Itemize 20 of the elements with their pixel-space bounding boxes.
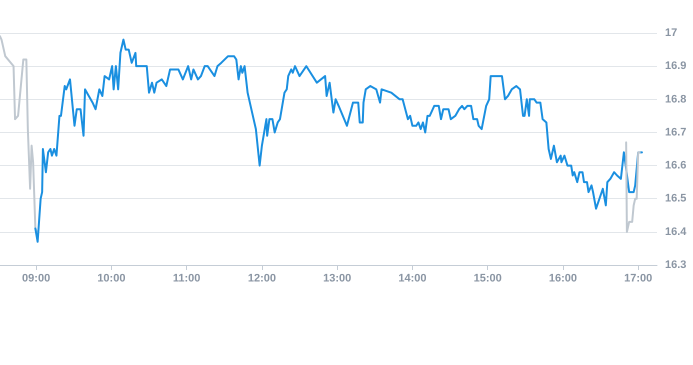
line-series <box>34 38 643 243</box>
x-tick-label: 17:00 <box>624 272 652 284</box>
y-tick-label: 16.3 <box>665 259 686 271</box>
y-tick-label: 16.8 <box>665 93 686 106</box>
x-tick-label: 11:00 <box>172 272 200 284</box>
y-tick-label: 16.9 <box>665 60 686 72</box>
x-tick-label: 12:00 <box>248 272 276 284</box>
x-tick-label: 16:00 <box>548 272 577 284</box>
line-series <box>625 141 641 233</box>
y-tick-label: 16.5 <box>665 192 686 205</box>
y-tick-label: 17 <box>665 27 678 39</box>
x-tick-label: 09:00 <box>22 272 50 284</box>
x-tick-label: 13:00 <box>323 272 352 284</box>
x-tick-label: 15:00 <box>474 272 502 284</box>
x-tick-label: 14:00 <box>398 272 426 284</box>
x-tick-label: 10:00 <box>97 272 126 284</box>
y-tick-label: 16.7 <box>665 126 686 138</box>
line-series <box>0 35 38 233</box>
y-tick-label: 16.4 <box>665 226 688 238</box>
y-tick-label: 16.6 <box>665 160 686 172</box>
